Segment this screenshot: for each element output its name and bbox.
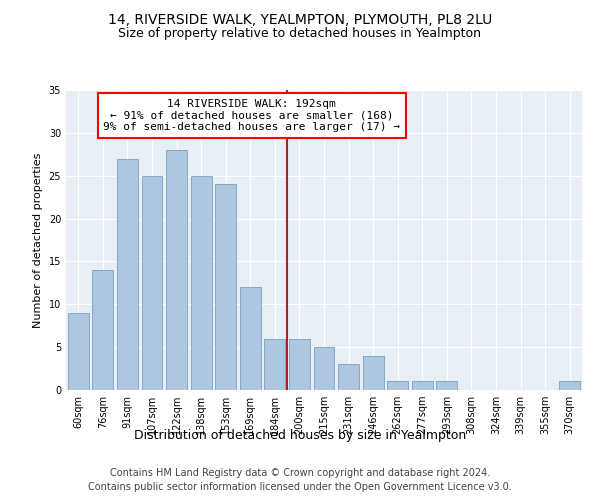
Bar [166,150,187,390]
Bar [289,338,310,390]
Bar [240,287,261,390]
Bar [338,364,359,390]
Text: Contains HM Land Registry data © Crown copyright and database right 2024.: Contains HM Land Registry data © Crown c… [110,468,490,477]
Text: Contains public sector information licensed under the Open Government Licence v3: Contains public sector information licen… [88,482,512,492]
Bar [314,347,334,390]
Bar [191,176,212,390]
Bar [362,356,383,390]
Text: 14, RIVERSIDE WALK, YEALMPTON, PLYMOUTH, PL8 2LU: 14, RIVERSIDE WALK, YEALMPTON, PLYMOUTH,… [108,12,492,26]
Text: 14 RIVERSIDE WALK: 192sqm
← 91% of detached houses are smaller (168)
9% of semi-: 14 RIVERSIDE WALK: 192sqm ← 91% of detac… [103,99,400,132]
Bar [559,382,580,390]
Bar [68,313,89,390]
Text: Size of property relative to detached houses in Yealmpton: Size of property relative to detached ho… [119,28,482,40]
Bar [436,382,457,390]
Bar [412,382,433,390]
Y-axis label: Number of detached properties: Number of detached properties [33,152,43,328]
Bar [265,338,286,390]
Bar [142,176,163,390]
Text: Distribution of detached houses by size in Yealmpton: Distribution of detached houses by size … [134,428,466,442]
Bar [117,158,138,390]
Bar [92,270,113,390]
Bar [215,184,236,390]
Bar [387,382,408,390]
